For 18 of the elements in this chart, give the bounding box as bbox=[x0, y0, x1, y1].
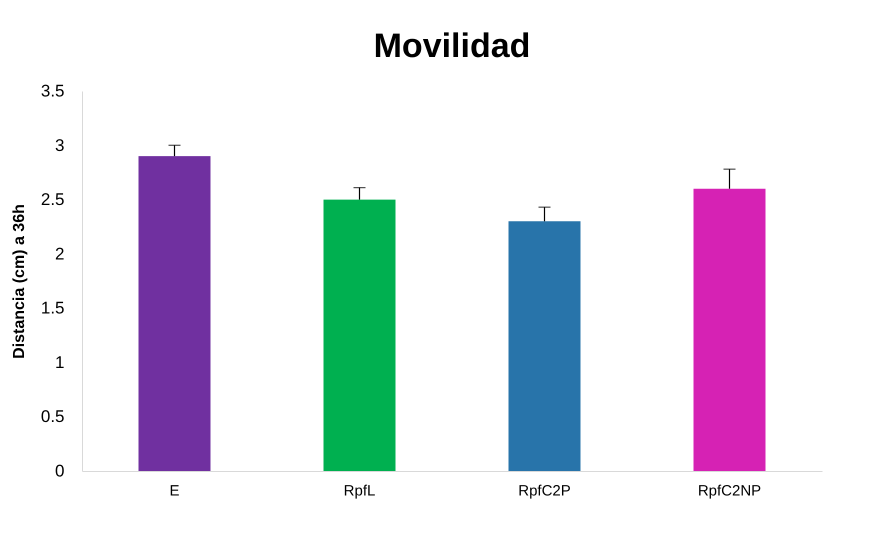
y-tick-label: 3.5 bbox=[40, 82, 64, 100]
bar bbox=[138, 156, 210, 471]
bar bbox=[324, 200, 396, 471]
y-tick-label: 2 bbox=[55, 244, 64, 264]
bar bbox=[508, 221, 580, 471]
chart-title: Movilidad bbox=[374, 27, 530, 65]
x-tick-label: RpfC2P bbox=[518, 482, 571, 500]
bar bbox=[694, 188, 766, 471]
x-tick-label: RpfL bbox=[344, 482, 376, 500]
x-tick-label: E bbox=[169, 482, 180, 500]
y-tick-label: 2.5 bbox=[40, 190, 64, 210]
y-tick-label: 3 bbox=[55, 136, 64, 155]
y-tick-label: 0 bbox=[55, 462, 64, 480]
y-tick-label: 1.5 bbox=[40, 298, 64, 318]
y-tick-label: 1 bbox=[55, 352, 64, 372]
y-tick-label: 0.5 bbox=[40, 407, 64, 426]
y-axis-title: Distancia (cm) a 36h bbox=[10, 204, 28, 359]
x-tick-label: RpfC2NP bbox=[698, 482, 762, 500]
